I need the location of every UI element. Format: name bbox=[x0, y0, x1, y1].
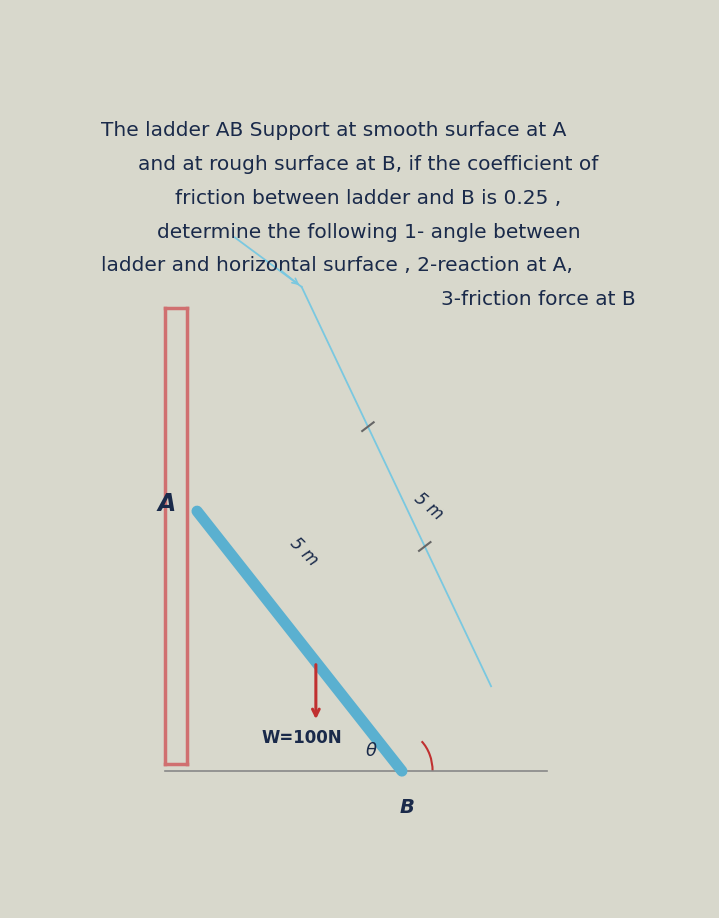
Text: and at rough surface at B, if the coefficient of: and at rough surface at B, if the coeffi… bbox=[138, 155, 599, 174]
Text: 5 m: 5 m bbox=[410, 489, 446, 524]
Text: friction between ladder and B is 0.25 ,: friction between ladder and B is 0.25 , bbox=[175, 188, 562, 207]
Text: A: A bbox=[157, 492, 175, 516]
Text: 5 m: 5 m bbox=[286, 533, 321, 569]
Text: 3-friction force at B: 3-friction force at B bbox=[441, 290, 636, 309]
Text: B: B bbox=[400, 798, 415, 817]
Text: ladder and horizontal surface , 2-reaction at A,: ladder and horizontal surface , 2-reacti… bbox=[101, 256, 573, 275]
Text: W=100N: W=100N bbox=[262, 729, 342, 747]
Text: θ: θ bbox=[366, 743, 377, 760]
Text: The ladder AB Support at smooth surface at A: The ladder AB Support at smooth surface … bbox=[101, 121, 567, 140]
Text: determine the following 1- angle between: determine the following 1- angle between bbox=[157, 222, 580, 241]
